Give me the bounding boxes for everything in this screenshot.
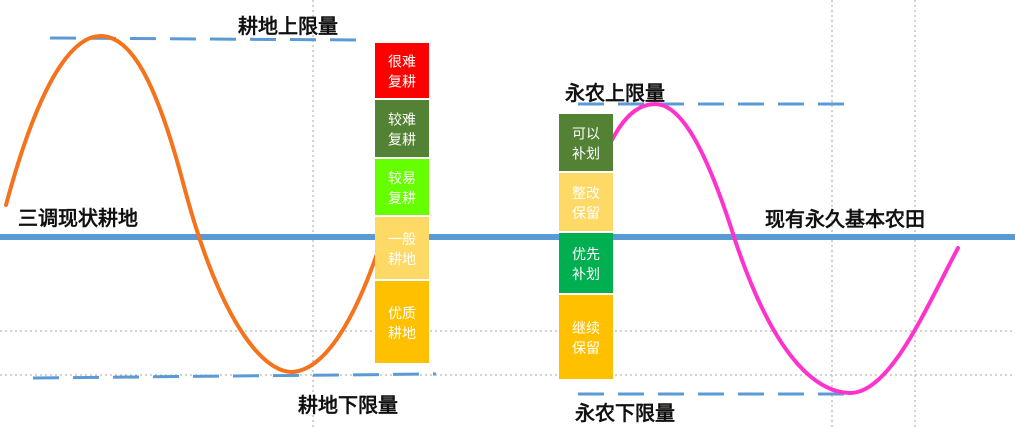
farmland-lower-label: 耕地下限量: [298, 393, 398, 417]
category-block-label: 复耕: [388, 132, 416, 149]
permanent-upper-label: 永农上限量: [564, 81, 665, 105]
category-block-label: 耕地: [388, 251, 416, 268]
category-block-label: 优质: [388, 306, 416, 322]
category-block-label: 一般: [388, 232, 416, 248]
category-block-label: 很难: [388, 55, 416, 71]
category-block-label: 补划: [572, 267, 600, 283]
category-block-label: 较易: [388, 171, 416, 187]
category-block-label: 保留: [572, 206, 600, 222]
category-block-label: 继续: [572, 320, 600, 337]
category-block-fill: [375, 159, 429, 215]
farmland-lower-limit-line: [32, 372, 437, 380]
farmland-upper-label: 耕地上限量: [238, 14, 338, 38]
category-block-label: 复耕: [388, 190, 416, 207]
category-block-label: 补划: [572, 147, 600, 163]
category-block-fill: [559, 114, 613, 171]
category-block-fill: [375, 43, 429, 98]
category-block-label: 保留: [572, 341, 600, 357]
farmland-upper-limit-line: [49, 36, 361, 42]
farmland-current-label: 三调现状耕地: [18, 206, 138, 230]
category-block-label: 较难: [388, 113, 416, 129]
permanent-current-label: 现有永久基本农田: [765, 207, 925, 231]
category-block-label: 整改: [572, 186, 600, 202]
category-block-label: 耕地: [388, 325, 416, 342]
limit-lines: [32, 36, 858, 396]
category-block-fill: [559, 173, 613, 231]
permanent-curve: [610, 101, 960, 396]
category-block-label: 优先: [572, 247, 600, 263]
category-block-fill: [559, 295, 613, 379]
farmland-curve: [4, 33, 382, 375]
category-block-label: 复耕: [388, 74, 416, 91]
permanent-lower-label: 永农下限量: [574, 401, 675, 425]
category-block-label: 可以: [572, 127, 600, 143]
category-block-fill: [559, 233, 613, 293]
category-block-fill: [375, 281, 429, 363]
category-block-fill: [375, 217, 429, 279]
category-block-fill: [375, 100, 429, 157]
